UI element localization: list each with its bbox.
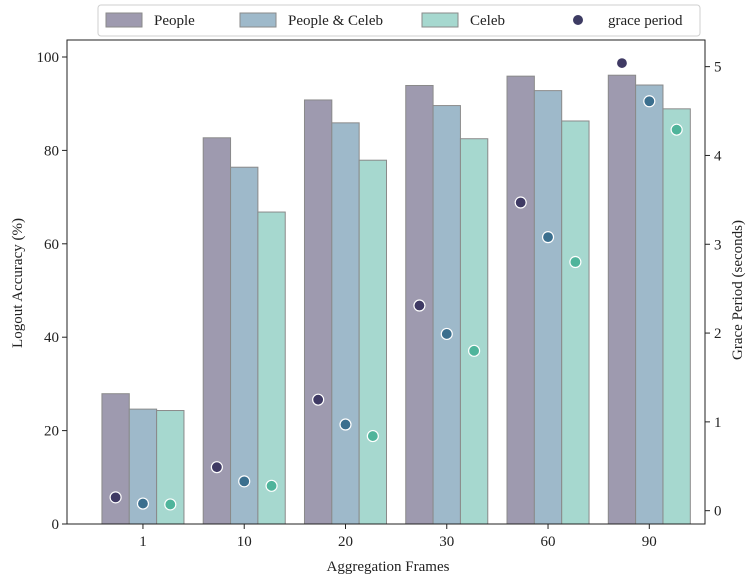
- bar-people-celeb-30: [432, 105, 461, 525]
- legend-swatch-people-celeb: [239, 12, 277, 28]
- bar-people-celeb-20: [331, 122, 360, 525]
- grace-point-0-10: [210, 461, 223, 474]
- legend-label-grace-period: grace period: [608, 13, 683, 29]
- bar-people-60: [506, 75, 535, 525]
- grace-point-2-20: [366, 429, 379, 443]
- grace-point-1-60: [541, 231, 555, 244]
- y-tick-label: 80: [44, 143, 59, 159]
- x-tick-label: 30: [439, 534, 454, 550]
- grace-points-group: [109, 56, 683, 511]
- grace-point-1-1: [136, 497, 150, 510]
- y-axis-label: Logout Accuracy (%): [10, 218, 26, 348]
- y2-tick-label: 3: [714, 237, 722, 253]
- bar-people-90: [607, 74, 637, 525]
- x-tick-label: 10: [237, 534, 252, 550]
- grace-point-1-90: [643, 95, 656, 108]
- bar-celeb-20: [358, 159, 388, 525]
- grace-point-0-20: [312, 393, 325, 406]
- bar-people-celeb-10: [230, 166, 259, 525]
- legend-swatch-grace-period: [573, 15, 583, 25]
- y-tick-label: 60: [44, 237, 59, 253]
- y2-tick-label: 1: [714, 415, 722, 431]
- bar-people-1: [101, 393, 130, 525]
- grace-point-1-10: [238, 475, 251, 488]
- grace-point-0-1: [109, 491, 122, 504]
- bar-celeb-30: [459, 138, 489, 525]
- grace-point-2-1: [164, 498, 177, 511]
- grace-point-2-30: [468, 344, 481, 357]
- bars-group: [101, 74, 691, 525]
- bar-celeb-90: [662, 108, 691, 525]
- legend: People People & Celeb Celeb grace period: [97, 4, 701, 37]
- bar-celeb-60: [561, 120, 590, 525]
- x-tick-label: 20: [338, 534, 353, 550]
- x-tick-label: 1: [139, 534, 147, 550]
- bar-celeb-10: [257, 211, 286, 525]
- y-tick-label: 100: [37, 50, 60, 66]
- legend-label-people-celeb: People & Celeb: [288, 13, 383, 29]
- y2-tick-label: 5: [714, 60, 722, 76]
- plot-frame: [66, 39, 706, 525]
- y2-tick-label: 4: [714, 148, 722, 164]
- y2-tick-label: 0: [714, 504, 722, 520]
- x-axis: 1 10 20 30 60 90: [139, 524, 657, 550]
- grace-point-2-60: [569, 255, 582, 269]
- legend-label-celeb: Celeb: [470, 13, 505, 29]
- bar-people-celeb-60: [533, 90, 563, 525]
- bar-people-celeb-90: [635, 84, 664, 525]
- y2-tick-label: 2: [714, 326, 722, 342]
- x-axis-label: Aggregation Frames: [327, 559, 450, 575]
- y2-axis: 0 1 2 3 4 5: [705, 60, 722, 520]
- bar-people-20: [303, 99, 333, 525]
- y-axis: 0 20 40 60 80 100: [37, 50, 67, 533]
- grace-point-2-10: [265, 479, 278, 492]
- grace-point-2-90: [670, 123, 683, 136]
- legend-swatch-people: [105, 12, 143, 28]
- grace-point-1-20: [339, 418, 352, 431]
- y-tick-label: 40: [44, 330, 59, 346]
- x-tick-label: 90: [642, 534, 657, 550]
- grace-point-0-90: [615, 56, 629, 70]
- y-tick-label: 0: [52, 517, 60, 533]
- bar-people-10: [202, 137, 232, 525]
- legend-swatch-celeb: [421, 12, 459, 28]
- x-tick-label: 60: [541, 534, 556, 550]
- grace-point-0-30: [413, 299, 426, 312]
- legend-label-people: People: [154, 13, 195, 29]
- y2-axis-label: Grace Period (seconds): [730, 220, 746, 360]
- grace-point-1-30: [440, 327, 453, 341]
- y-tick-label: 20: [44, 424, 59, 440]
- grace-point-0-60: [514, 196, 527, 209]
